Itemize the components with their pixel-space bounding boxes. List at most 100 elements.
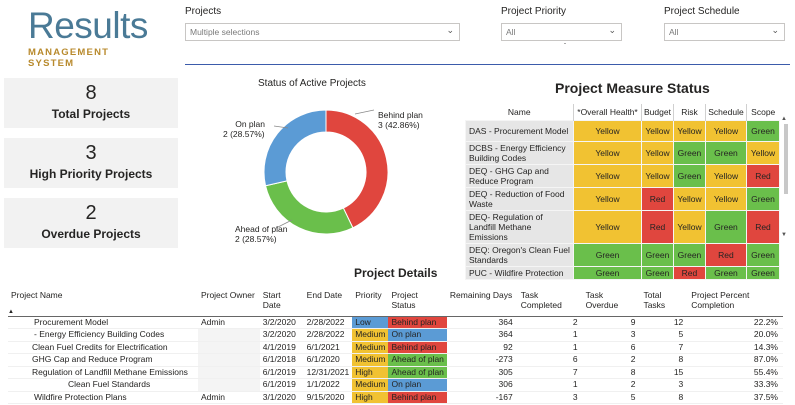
measure-status-table: Name *Overall Health* Budget Risk Schedu… [464, 104, 781, 280]
kpi-overdue: 2 Overdue Projects [4, 198, 178, 248]
donut-label-ahead: Ahead of plan 2 (28.57%) [235, 224, 287, 244]
task-overdue-cell: 5 [582, 391, 641, 404]
percent-completion-cell: 22.2% [688, 316, 783, 329]
col-task-overdue[interactable]: Task Overdue [582, 288, 641, 317]
remaining-days-cell: 306 [446, 378, 518, 392]
task-completed-cell: 7 [517, 366, 583, 379]
col-risk[interactable]: Risk [673, 104, 706, 120]
kpi-label: Overdue Projects [41, 227, 141, 241]
task-overdue-cell: 2 [582, 378, 641, 392]
health-status-cell: Yellow [704, 186, 747, 211]
total-tasks-cell: 3 [640, 378, 689, 392]
table-row[interactable]: Wildfire Protection Plans Admin 3/1/2020 9/… [8, 391, 783, 404]
logo-subtitle: MANAGEMENT SYSTEM [28, 47, 110, 69]
col-task-completed[interactable]: Task Completed [517, 288, 583, 317]
health-status-cell: Green [672, 140, 706, 165]
owner-cell [197, 341, 260, 354]
kpi-high-priority: 3 High Priority Projects [4, 138, 178, 188]
project-name-cell: DEQ- Regulation of Landfill Methane Emis… [464, 209, 575, 244]
health-status-cell: Yellow [573, 119, 643, 142]
table-row[interactable]: Procurement Model Admin 3/2/2020 2/28/2022 L… [8, 316, 783, 329]
health-status-cell: Green [573, 242, 643, 267]
col-budget[interactable]: Budget [641, 104, 674, 120]
health-status-cell: Green [704, 209, 747, 244]
scrollbar-thumb[interactable] [784, 124, 788, 194]
health-status-cell: Yellow [704, 163, 747, 188]
col-project-name[interactable]: Project Name [8, 288, 198, 317]
donut-segment-on-plan[interactable] [263, 109, 327, 187]
col-project-status[interactable]: Project Status [388, 288, 447, 317]
health-status-cell: Red [641, 209, 674, 244]
health-status-cell: Yellow [641, 119, 674, 142]
donut-label-onplan: On plan [225, 119, 265, 129]
table-row[interactable]: - Energy Efficiency Building Codes 3/2/20… [8, 328, 783, 342]
col-priority[interactable]: Priority [352, 288, 389, 317]
task-overdue-cell: 9 [582, 316, 641, 329]
col-start-date[interactable]: Start Date [259, 288, 304, 317]
project-name-cell: Regulation of Landfill Methane Emissions [8, 366, 198, 379]
schedule-filter: Project Schedule All ⌄ [664, 6, 785, 41]
health-status-cell: Green [573, 265, 643, 280]
donut-segment-behind-plan[interactable] [325, 109, 389, 229]
project-name-cell: DEQ - GHG Cap and Reduce Program [464, 163, 575, 188]
donut-label-behind: Behind plan 3 (42.86%) [378, 110, 423, 130]
table-row[interactable]: GHG Cap and Reduce Program 6/1/2018 6/1/20… [8, 353, 783, 367]
col-scope[interactable]: Scope [751, 106, 776, 117]
separator-dash [564, 43, 566, 44]
remaining-days-cell: 364 [446, 328, 518, 342]
status-cell: Ahead of plan [388, 353, 447, 367]
start-date-cell: 3/1/2020 [259, 391, 304, 404]
health-status-cell: Green [704, 140, 747, 165]
col-project-owner[interactable]: Project Owner [197, 288, 260, 317]
priority-dropdown[interactable]: All ⌄ [501, 23, 622, 41]
end-date-cell: 12/31/2021 [303, 366, 353, 379]
col-remaining-days[interactable]: Remaining Days [446, 288, 518, 317]
chevron-down-icon: ⌄ [608, 25, 616, 35]
col-percent-completion[interactable]: Project Percent Completion [688, 288, 783, 317]
health-status-cell: Yellow [641, 163, 674, 188]
start-date-cell: 4/1/2019 [259, 341, 304, 354]
health-status-cell: Red [641, 186, 674, 211]
table-row[interactable]: Clean Fuel Credits for Electrification 4/… [8, 341, 783, 354]
col-overall-health[interactable]: *Overall Health* [573, 104, 643, 120]
scroll-up-icon[interactable]: ▲ [781, 116, 787, 122]
project-name-cell: Procurement Model [8, 316, 198, 329]
start-date-cell: 3/2/2020 [259, 328, 304, 342]
col-name[interactable]: Name [465, 104, 575, 120]
projects-filter-label: Projects [185, 6, 222, 17]
chevron-down-icon: ⌄ [446, 25, 454, 35]
kpi-value: 3 [85, 142, 97, 164]
donut-leader-line [275, 219, 293, 229]
donut-label-value: 3 (42.86%) [378, 120, 420, 130]
health-status-cell: Red [745, 209, 781, 244]
col-schedule[interactable]: Schedule [705, 104, 747, 120]
col-total-tasks[interactable]: Total Tasks [640, 288, 689, 317]
health-status-cell: Yellow [672, 186, 706, 211]
measure-status-title: Project Measure Status [555, 80, 710, 96]
percent-completion-cell: 33.3% [688, 378, 783, 392]
percent-completion-cell: 14.3% [688, 341, 783, 354]
donut-leader-line [354, 109, 375, 115]
project-name-cell: GHG Cap and Reduce Program [8, 353, 198, 367]
health-status-cell: Green [704, 265, 747, 280]
health-status-cell: Green [745, 186, 781, 211]
end-date-cell: 6/1/2020 [303, 353, 353, 367]
scroll-down-icon[interactable]: ▼ [781, 232, 787, 238]
table-row[interactable]: Regulation of Landfill Methane Emissions… [8, 366, 783, 379]
projects-dropdown-value: Multiple selections [190, 27, 260, 37]
health-status-cell: Red [704, 242, 747, 267]
owner-cell [197, 353, 260, 367]
priority-cell: Medium [352, 341, 389, 354]
schedule-dropdown-value: All [669, 27, 679, 37]
donut-label-onplan-value: 2 (28.57%) [223, 129, 265, 139]
projects-dropdown[interactable]: Multiple selections ⌄ [185, 23, 460, 41]
col-end-date[interactable]: End Date [303, 288, 353, 317]
sort-ascending-icon[interactable]: ▲ [8, 309, 14, 315]
schedule-dropdown[interactable]: All ⌄ [664, 23, 785, 41]
task-overdue-cell: 2 [582, 353, 641, 367]
end-date-cell: 1/1/2022 [303, 378, 353, 392]
task-completed-cell: 6 [517, 353, 583, 367]
project-name-cell: Clean Fuel Credits for Electrification [8, 341, 198, 354]
table-row[interactable]: Clean Fuel Standards 6/1/2019 1/1/2022 Medi… [8, 378, 783, 392]
health-status-cell: Red [745, 163, 781, 188]
